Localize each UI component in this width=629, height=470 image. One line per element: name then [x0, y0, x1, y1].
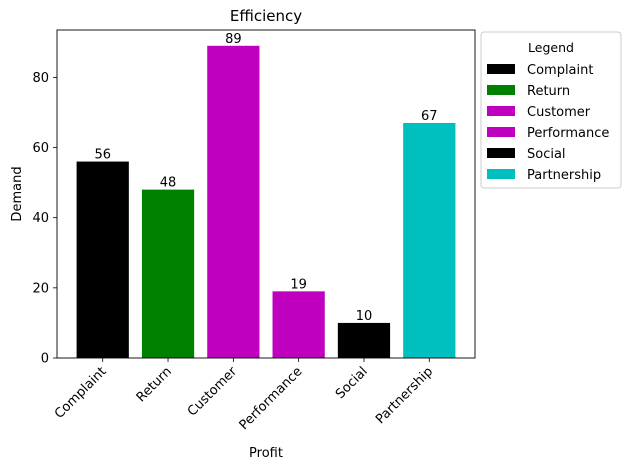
bar-complaint	[76, 161, 129, 358]
legend-swatch-return	[487, 85, 515, 95]
x-tick-label-partnership: Partnership	[373, 364, 436, 427]
bar-partnership	[403, 122, 456, 359]
value-label-social: 10	[356, 309, 373, 324]
y-tick-label: 80	[32, 71, 49, 86]
value-label-complaint: 56	[94, 148, 111, 163]
y-tick-label: 60	[32, 141, 49, 156]
y-axis-title: Demand	[10, 166, 25, 221]
legend-swatch-partnership	[487, 169, 515, 179]
plot-area: 56 Complaint 48 Return 89 Customer 19 Performan…	[32, 29, 476, 433]
value-label-customer: 89	[225, 32, 242, 47]
x-tick-label-social: Social	[333, 364, 371, 402]
x-tick-label-customer: Customer	[185, 364, 241, 420]
y-tick-label: 0	[41, 352, 49, 367]
legend-title: Legend	[528, 40, 574, 55]
x-tick-label-return: Return	[134, 364, 175, 405]
chart-title: Efficiency	[230, 7, 302, 25]
axes-frame	[56, 29, 476, 359]
legend-label-social: Social	[527, 147, 566, 162]
value-label-performance: 19	[290, 277, 307, 292]
value-label-return: 48	[160, 176, 177, 191]
legend-swatch-social	[487, 148, 515, 158]
bar-customer	[207, 45, 260, 358]
bar-return	[141, 189, 195, 358]
y-tick-label: 20	[32, 281, 49, 296]
legend-label-partnership: Partnership	[527, 168, 601, 183]
bar-social	[337, 322, 391, 358]
x-tick-label-performance: Performance	[237, 364, 306, 433]
legend-swatch-complaint	[487, 64, 515, 74]
x-tick-label-complaint: Complaint	[52, 364, 110, 422]
legend-label-complaint: Complaint	[527, 63, 593, 78]
legend: Legend Complaint Return Customer Performance…	[480, 31, 622, 189]
x-axis-title: Profit	[249, 446, 283, 461]
y-tick-label: 40	[32, 211, 49, 226]
legend-label-return: Return	[527, 84, 570, 99]
legend-swatch-performance	[487, 127, 515, 137]
legend-swatch-customer	[487, 106, 515, 116]
value-label-partnership: 67	[421, 109, 438, 124]
bar-performance	[272, 291, 325, 358]
legend-label-customer: Customer	[527, 105, 591, 120]
legend-box	[480, 31, 622, 189]
legend-label-performance: Performance	[527, 126, 609, 141]
